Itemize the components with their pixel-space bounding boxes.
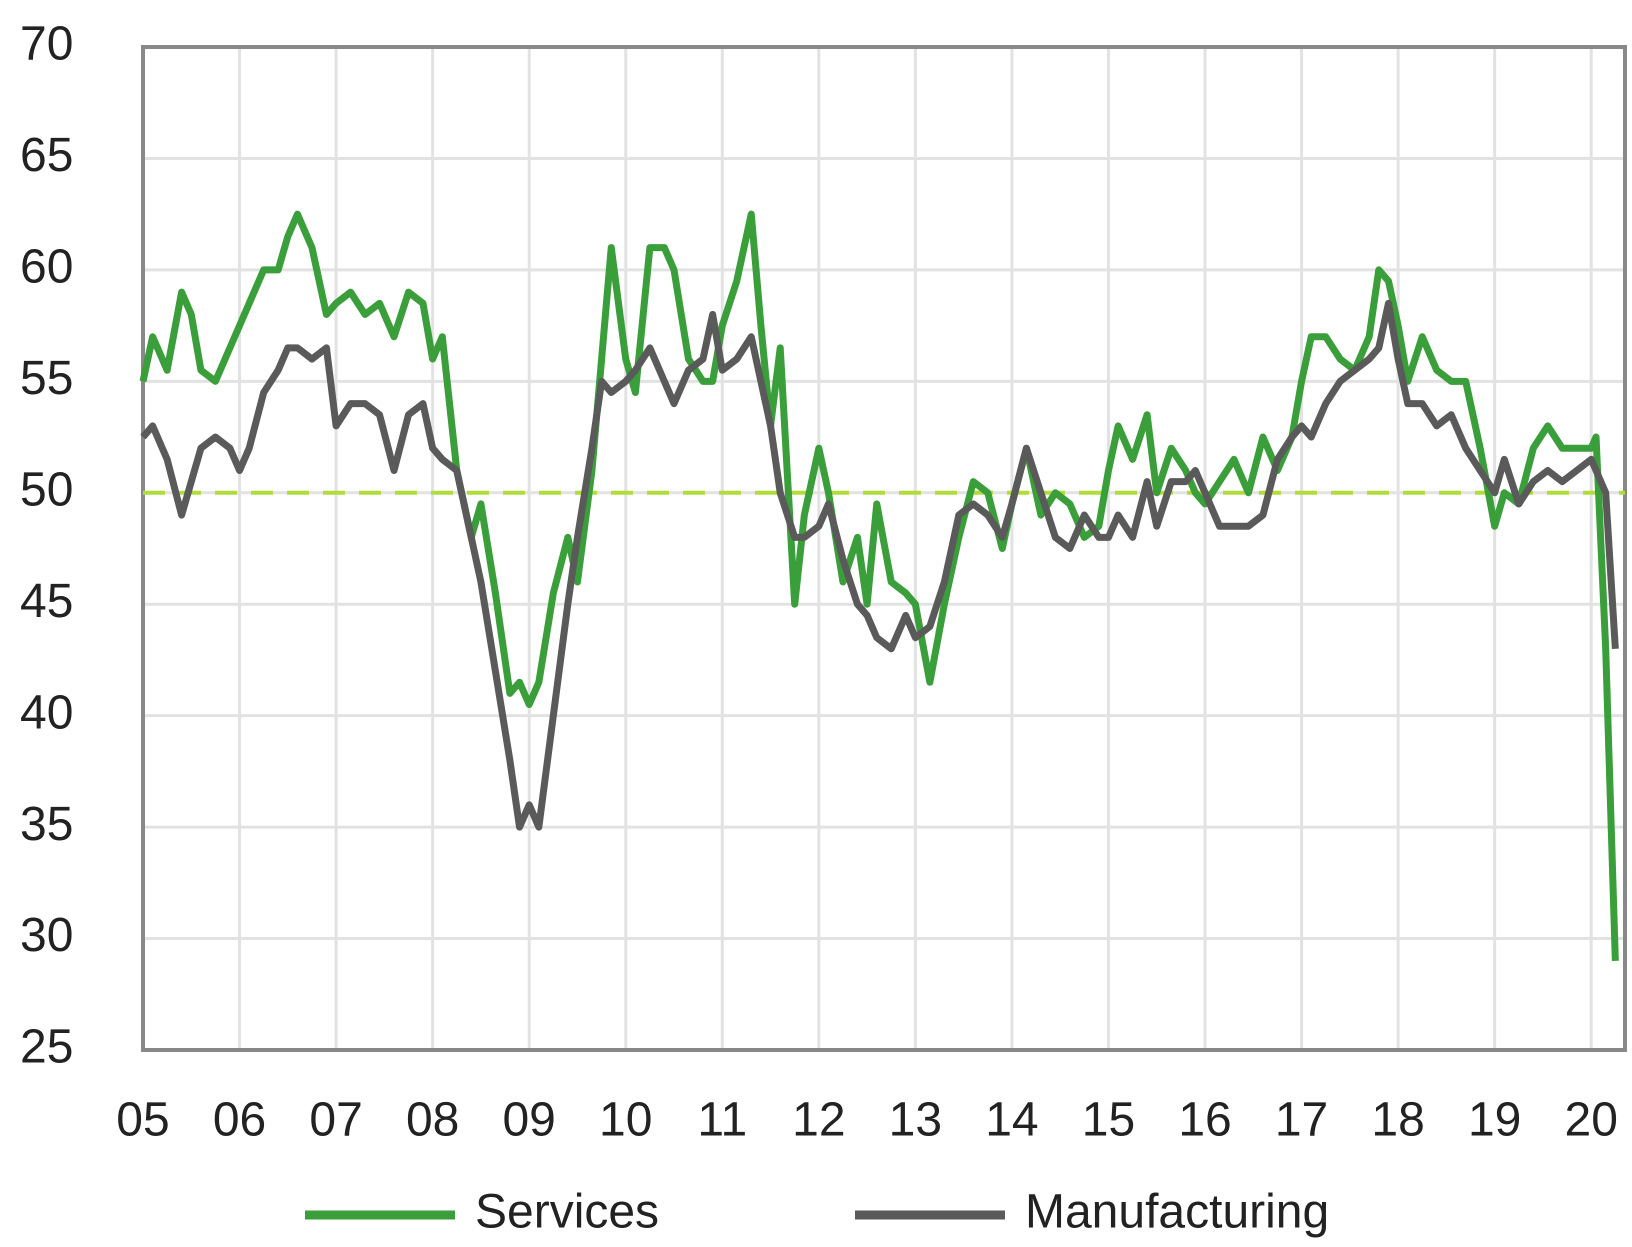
y-tick-label: 55: [20, 352, 73, 405]
x-tick-label: 16: [1178, 1094, 1231, 1147]
x-tick-label: 20: [1565, 1094, 1618, 1147]
x-tick-label: 11: [697, 1094, 747, 1147]
y-tick-label: 70: [20, 18, 73, 71]
x-tick-label: 08: [406, 1094, 459, 1147]
x-tick-label: 06: [213, 1094, 266, 1147]
x-tick-label: 07: [309, 1094, 362, 1147]
x-tick-label: 05: [116, 1094, 169, 1147]
x-tick-label: 13: [889, 1094, 942, 1147]
x-tick-label: 14: [985, 1094, 1038, 1147]
y-tick-label: 60: [20, 241, 73, 294]
x-tick-label: 09: [502, 1094, 555, 1147]
y-tick-label: 35: [20, 798, 73, 851]
x-tick-label: 19: [1468, 1094, 1521, 1147]
y-tick-label: 45: [20, 575, 73, 628]
x-tick-label: 18: [1371, 1094, 1424, 1147]
y-tick-label: 65: [20, 129, 73, 182]
x-tick-label: 15: [1082, 1094, 1135, 1147]
y-tick-label: 30: [20, 909, 73, 962]
legend-label: Services: [475, 1186, 659, 1239]
x-tick-label: 12: [792, 1094, 845, 1147]
x-tick-label: 17: [1275, 1094, 1328, 1147]
y-tick-label: 40: [20, 686, 73, 739]
series-line: [139, 210, 1619, 961]
plot-frame: [141, 45, 1627, 1052]
legend-label: Manufacturing: [1025, 1186, 1329, 1239]
y-tick-label: 50: [20, 463, 73, 516]
y-tick-label: 25: [20, 1021, 73, 1074]
x-tick-label: 10: [599, 1094, 652, 1147]
series-line: [140, 299, 1619, 831]
